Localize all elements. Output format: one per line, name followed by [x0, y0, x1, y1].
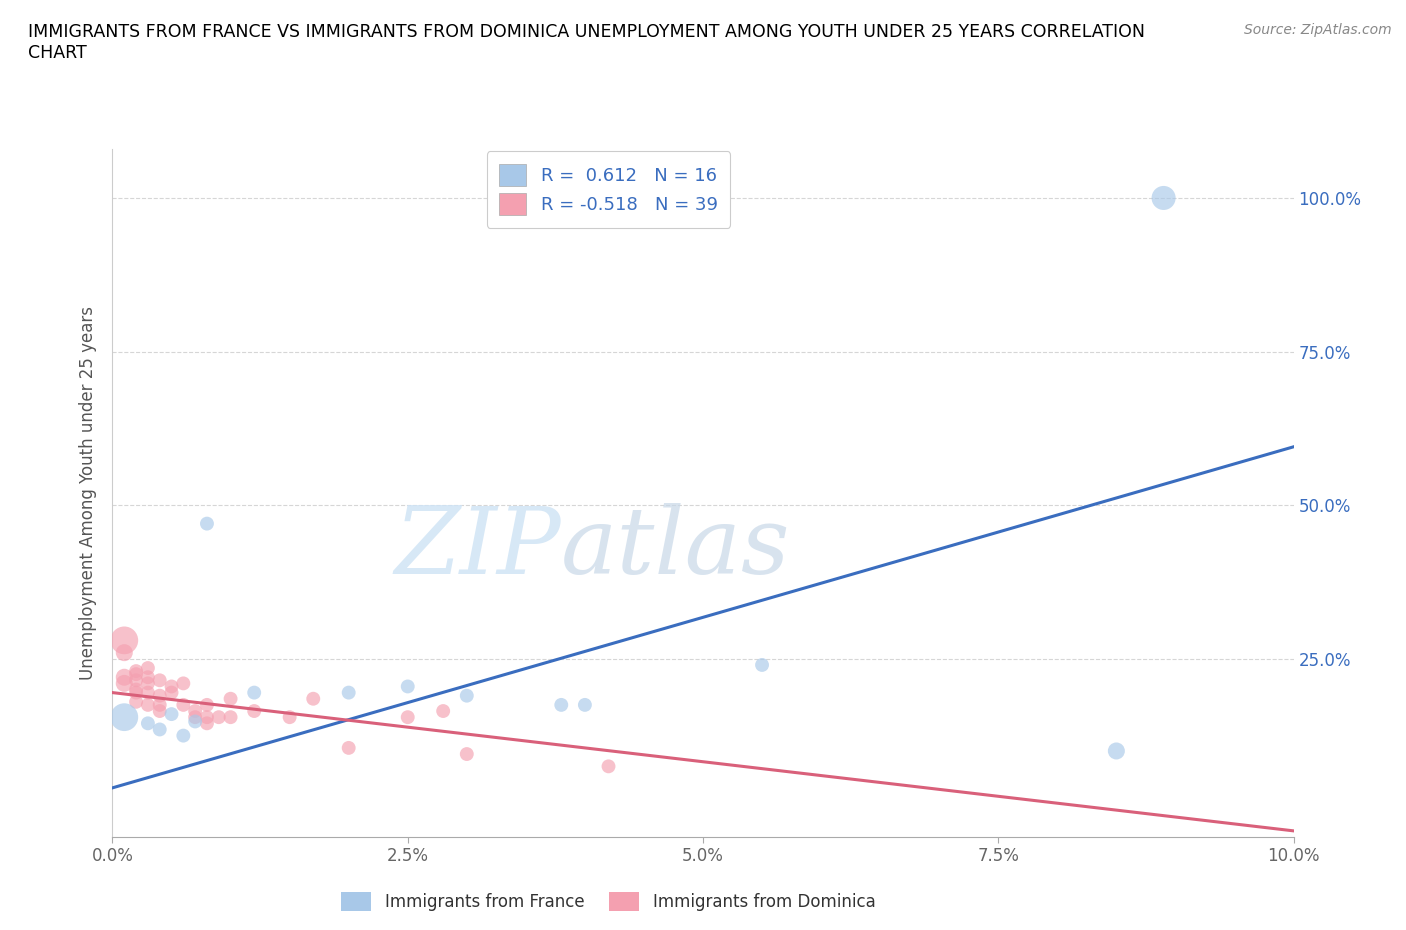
Y-axis label: Unemployment Among Youth under 25 years: Unemployment Among Youth under 25 years — [79, 306, 97, 680]
Text: ZIP: ZIP — [395, 503, 561, 593]
Point — [195, 516, 218, 531]
Point — [456, 747, 478, 762]
Point — [598, 759, 620, 774]
Text: atlas: atlas — [561, 503, 790, 593]
Point — [751, 658, 773, 672]
Text: IMMIGRANTS FROM FRANCE VS IMMIGRANTS FROM DOMINICA UNEMPLOYMENT AMONG YOUTH UNDE: IMMIGRANTS FROM FRANCE VS IMMIGRANTS FRO… — [28, 23, 1144, 41]
Point — [337, 740, 360, 755]
Point — [195, 698, 218, 712]
Point — [219, 691, 242, 706]
Point — [136, 698, 159, 712]
Point — [219, 710, 242, 724]
Point — [243, 685, 266, 700]
Point — [112, 676, 135, 691]
Legend: Immigrants from France, Immigrants from Dominica: Immigrants from France, Immigrants from … — [335, 885, 882, 918]
Point — [125, 673, 148, 688]
Point — [160, 685, 183, 700]
Point — [125, 695, 148, 710]
Point — [172, 728, 194, 743]
Point — [149, 698, 172, 712]
Point — [125, 682, 148, 697]
Point — [195, 710, 218, 724]
Point — [1105, 744, 1128, 759]
Point — [184, 710, 207, 724]
Point — [432, 704, 454, 719]
Point — [149, 673, 172, 688]
Point — [160, 707, 183, 722]
Point — [550, 698, 572, 712]
Text: CHART: CHART — [28, 44, 87, 61]
Point — [172, 698, 194, 712]
Point — [278, 710, 301, 724]
Point — [574, 698, 596, 712]
Point — [112, 670, 135, 684]
Point — [136, 716, 159, 731]
Point — [160, 679, 183, 694]
Point — [149, 688, 172, 703]
Point — [184, 714, 207, 729]
Point — [302, 691, 325, 706]
Point — [184, 704, 207, 719]
Point — [112, 645, 135, 660]
Point — [125, 685, 148, 700]
Point — [136, 676, 159, 691]
Point — [243, 704, 266, 719]
Point — [125, 667, 148, 682]
Point — [149, 704, 172, 719]
Point — [149, 722, 172, 737]
Point — [112, 633, 135, 648]
Point — [112, 710, 135, 724]
Point — [208, 710, 231, 724]
Point — [136, 670, 159, 684]
Point — [396, 679, 419, 694]
Point — [396, 710, 419, 724]
Point — [456, 688, 478, 703]
Point — [172, 676, 194, 691]
Point — [125, 664, 148, 679]
Point — [136, 660, 159, 675]
Point — [1153, 191, 1175, 206]
Text: Source: ZipAtlas.com: Source: ZipAtlas.com — [1244, 23, 1392, 37]
Point — [195, 716, 218, 731]
Point — [337, 685, 360, 700]
Point — [136, 685, 159, 700]
